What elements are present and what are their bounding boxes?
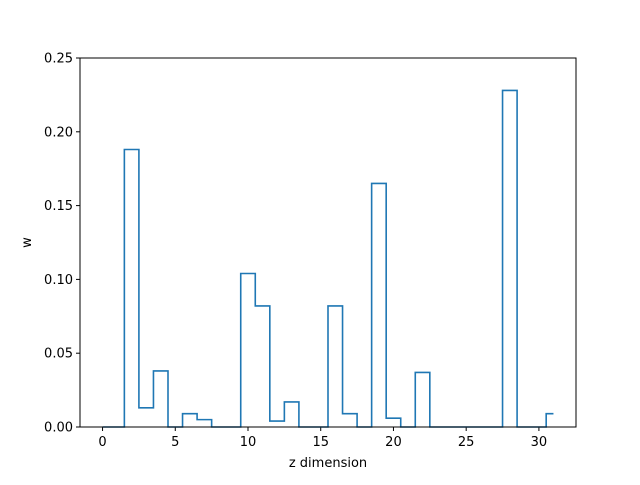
- x-tick-label: 10: [240, 435, 257, 450]
- y-tick-label: 0.15: [44, 199, 73, 214]
- y-tick-label: 0.10: [44, 273, 73, 288]
- y-tick-label: 0.05: [44, 347, 73, 362]
- y-tick-label: 0.00: [44, 421, 73, 436]
- x-tick-label: 0: [98, 435, 106, 450]
- y-tick-label: 0.20: [44, 125, 73, 140]
- x-tick-label: 20: [385, 435, 402, 450]
- x-tick-label: 15: [312, 435, 329, 450]
- y-axis-label: w: [20, 237, 35, 248]
- x-tick-label: 5: [171, 435, 179, 450]
- x-tick-label: 30: [531, 435, 548, 450]
- x-tick-label: 25: [458, 435, 475, 450]
- y-tick-label: 0.25: [44, 52, 73, 67]
- x-axis-label: z dimension: [289, 456, 367, 471]
- plot-frame: [79, 57, 577, 428]
